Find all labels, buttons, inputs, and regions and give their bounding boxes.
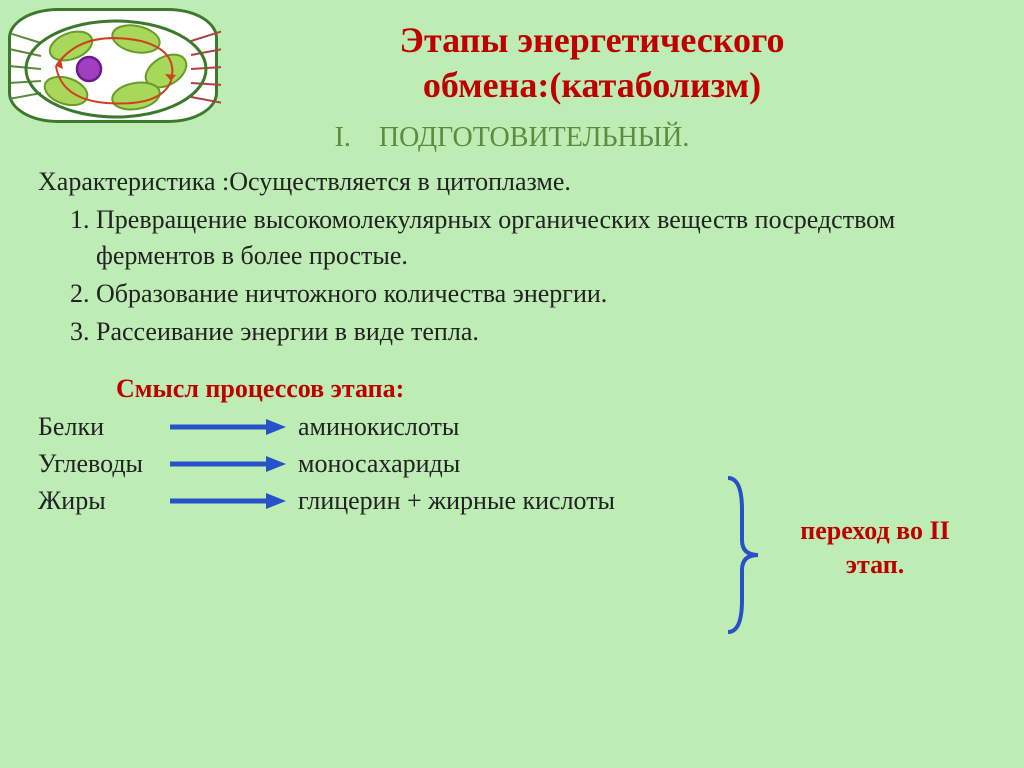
bracket-icon xyxy=(720,470,770,640)
arrow-icon xyxy=(168,416,288,438)
meaning-left: Углеводы xyxy=(38,446,162,482)
meaning-left: Белки xyxy=(38,409,162,445)
content-block: Характеристика :Осуществляется в цитопла… xyxy=(0,154,1024,519)
cell-svg xyxy=(11,11,221,126)
title-line-1: Этапы энергетического xyxy=(160,18,1024,63)
list-item: Образование ничтожного количества энерги… xyxy=(96,276,972,312)
subsection-heading: I. ПОДГОТОВИТЕЛЬНЫЙ. xyxy=(0,122,1024,154)
transition-bracket-group: переход во II этап. xyxy=(720,470,980,650)
transition-line-1: переход во II xyxy=(800,516,950,545)
meaning-row: Белки аминокислоты xyxy=(38,409,972,445)
meaning-right: моносахариды xyxy=(298,446,460,482)
title-line-2: обмена:(катаболизм) xyxy=(160,63,1024,108)
list-item: Превращение высокомолекулярных органичес… xyxy=(96,202,972,274)
slide-title: Этапы энергетического обмена:(катаболизм… xyxy=(160,0,1024,108)
meaning-title: Смысл процессов этапа: xyxy=(116,371,972,407)
subsection-label: ПОДГОТОВИТЕЛЬНЫЙ. xyxy=(379,122,689,153)
meaning-right: глицерин + жирные кислоты xyxy=(298,483,615,519)
arrow-icon xyxy=(168,453,288,475)
numbered-list: Превращение высокомолекулярных органичес… xyxy=(38,202,972,350)
transition-text: переход во II этап. xyxy=(770,514,980,582)
cell-diagram xyxy=(8,8,218,123)
transition-line-2: этап. xyxy=(846,550,904,579)
characteristic-line: Характеристика :Осуществляется в цитопла… xyxy=(38,164,972,200)
list-item: Рассеивание энергии в виде тепла. xyxy=(96,314,972,350)
subsection-numeral: I. xyxy=(335,122,351,153)
meaning-right: аминокислоты xyxy=(298,409,459,445)
meaning-left: Жиры xyxy=(38,483,162,519)
arrow-icon xyxy=(168,490,288,512)
